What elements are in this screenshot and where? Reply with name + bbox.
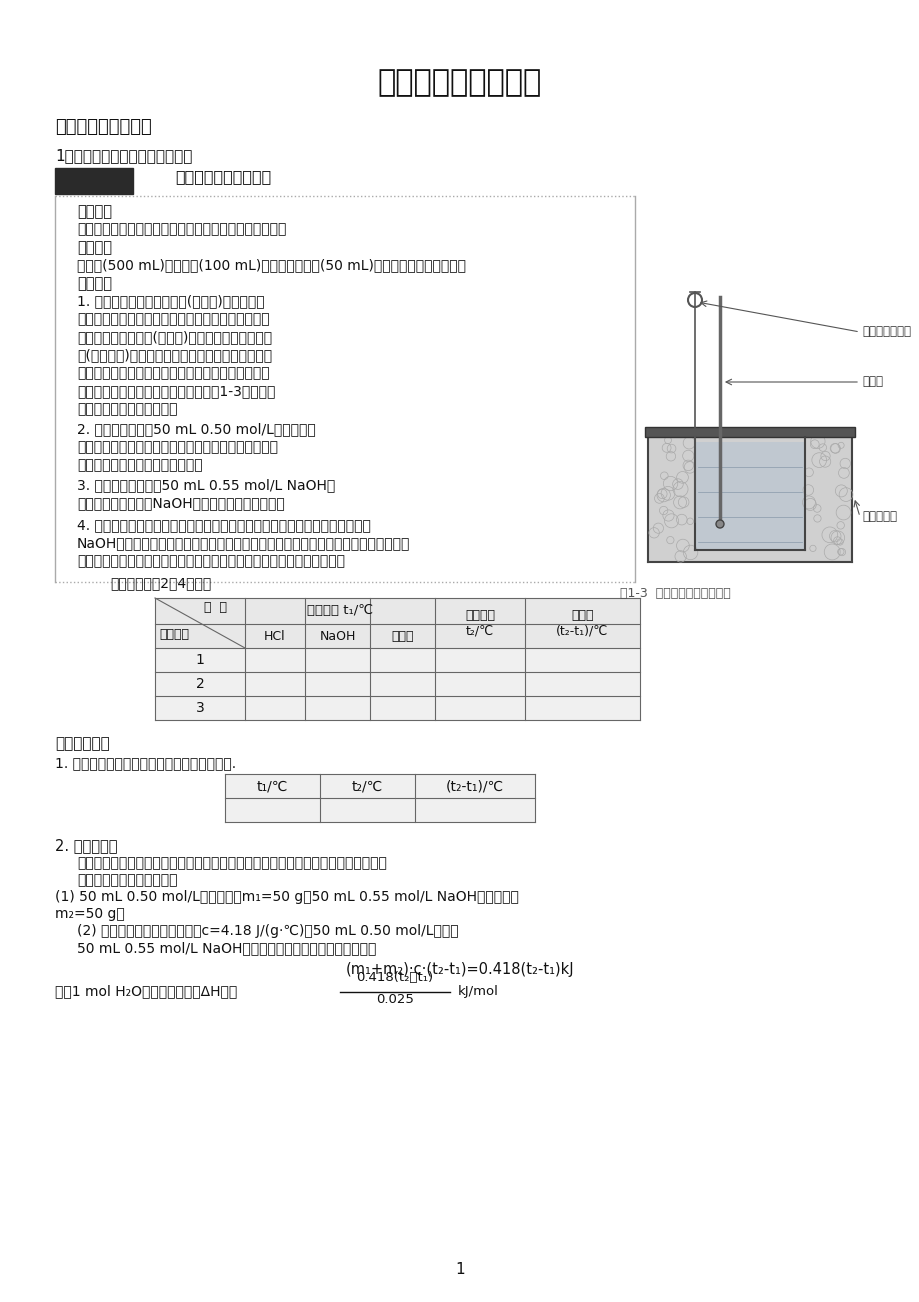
Text: 4. 把套有盖板的温度计和环形玻璃搅拌棒放入小烧杯的盐酸中，并把量筒中的: 4. 把套有盖板的温度计和环形玻璃搅拌棒放入小烧杯的盐酸中，并把量筒中的 [77,518,370,533]
Text: 起始温度 t₁/℃: 起始温度 t₁/℃ [307,604,373,617]
Bar [644,427,854,437]
Circle shape [715,519,723,529]
Text: 1: 1 [455,1262,464,1277]
Text: 温  度: 温 度 [204,602,227,615]
Text: 高中化学选修４实验: 高中化学选修４实验 [378,68,541,98]
Text: (t₂-t₁)/℃: (t₂-t₁)/℃ [446,779,504,793]
Text: 1、【第４页实践活动】定量测量: 1、【第４页实践活动】定量测量 [55,148,192,163]
Bar [154,697,640,720]
Bar [694,441,804,549]
Text: NaOH: NaOH [319,629,356,642]
Text: 2: 2 [196,677,204,691]
Text: 50 mL 0.55 mol/L NaOH溶液发生中和反应时放出的热量为：: 50 mL 0.55 mol/L NaOH溶液发生中和反应时放出的热量为： [77,941,376,954]
Bar [154,672,640,697]
Text: 略实验装置的比热容，则：: 略实验装置的比热容，则： [77,874,177,887]
Text: 实验数据处理: 实验数据处理 [55,736,109,751]
Text: 液，并用温度计测量NaOH溶液的温度，记入下表。: 液，并用温度计测量NaOH溶液的温度，记入下表。 [77,496,285,510]
Text: 2. 计算反应热: 2. 计算反应热 [55,838,118,853]
Text: 后把温度计上的酸用水冲洗干净。: 后把温度计上的酸用水冲洗干净。 [77,458,202,473]
Text: 小烧杯中，并用温度计测量盐酸的温度，记入下表。然: 小烧杯中，并用温度计测量盐酸的温度，记入下表。然 [77,440,278,454]
Text: 0.025: 0.025 [376,993,414,1006]
Bar [154,648,640,672]
Text: 碎泡沫塑料: 碎泡沫塑料 [861,510,896,523]
Text: 温度计: 温度计 [861,375,882,388]
Text: 0.418(t₂－t₁): 0.418(t₂－t₁) [356,971,433,984]
Text: 之间填满碎泡沫塑料(或纸条)，大烧杯上用泡沫塑料: 之间填满碎泡沫塑料(或纸条)，大烧杯上用泡沫塑料 [77,329,272,344]
Text: 实践活动: 实践活动 [75,169,112,184]
Text: 3. 用另一个量筒量取50 mL 0.55 mol/L NaOH溶: 3. 用另一个量筒量取50 mL 0.55 mol/L NaOH溶 [77,478,335,492]
Text: 小烧杯杯口与大烧杯杯口相平。然后再在大、小烧杯: 小烧杯杯口与大烧杯杯口相平。然后再在大、小烧杯 [77,312,269,326]
Text: 为了计算简便，我们近似地认为实验所用酸、碱溶液的密度和比热容与水相同，并忽: 为了计算简便，我们近似地认为实验所用酸、碱溶液的密度和比热容与水相同，并忽 [77,855,387,870]
Text: 终止温度
t₂/℃: 终止温度 t₂/℃ [464,609,494,637]
Text: NaOH溶液一次倒入小烧杯（注意不要洒到外面），盖好盖板。用环形玻璃搅拌棒轻轻: NaOH溶液一次倒入小烧杯（注意不要洒到外面），盖好盖板。用环形玻璃搅拌棒轻轻 [77,536,410,549]
Text: 测定强酸与强碱反应的反应热，体验化学反应的热效应。: 测定强酸与强碱反应的反应热，体验化学反应的热效应。 [77,223,286,236]
Text: 实验次数: 实验次数 [159,628,188,641]
Text: (2) 中和后生成的溶液的比热容c=4.18 J/(g·℃)，50 mL 0.50 mol/L盐酸与: (2) 中和后生成的溶液的比热容c=4.18 J/(g·℃)，50 mL 0.5… [77,924,459,937]
Text: kJ/mol: kJ/mol [458,986,498,999]
Text: 图1-3  中和反应反应热的测定: 图1-3 中和反应反应热的测定 [619,587,730,600]
Text: m₂=50 g。: m₂=50 g。 [55,907,125,921]
Text: 温度计和环形玻璃搅拌棒通过，以达到保温、隔热、: 温度计和环形玻璃搅拌棒通过，以达到保温、隔热、 [77,366,269,380]
Text: HCl: HCl [264,629,286,642]
Bar [154,598,640,648]
Text: 3: 3 [196,700,204,715]
Bar [55,168,133,194]
Text: 搅动溶液，并准确读取混合溶液的最高温度，记为终止温度，记入下表。: 搅动溶液，并准确读取混合溶液的最高温度，记为终止温度，记入下表。 [77,553,345,568]
Text: 实验也可在保温杯中进行。: 实验也可在保温杯中进行。 [77,402,177,417]
Text: 生成1 mol H₂O时的反应热为：ΔH＝－: 生成1 mol H₂O时的反应热为：ΔH＝－ [55,984,237,999]
Text: 减少实验过程中热量损失的目的，如图1-3所示。该: 减少实验过程中热量损失的目的，如图1-3所示。该 [77,384,275,398]
Text: 中和反应反应热的测定: 中和反应反应热的测定 [175,169,271,184]
Bar [225,773,535,822]
Text: 实验步骤: 实验步骤 [77,276,112,292]
Text: t₁/℃: t₁/℃ [256,779,288,793]
Text: t₂/℃: t₂/℃ [351,779,382,793]
Text: (m₁+m₂)·c·(t₂-t₁)=0.418(t₂-t₁)kJ: (m₁+m₂)·c·(t₂-t₁)=0.418(t₂-t₁)kJ [346,962,573,976]
Text: 温度差
(t₂-t₁)/℃: 温度差 (t₂-t₁)/℃ [556,609,608,637]
Text: 一、化学反应与能量: 一、化学反应与能量 [55,118,152,135]
Text: 2. 用一个量筒量取50 mL 0.50 mol/L盐酸，倒入: 2. 用一个量筒量取50 mL 0.50 mol/L盐酸，倒入 [77,422,315,436]
Text: 环形玻璃搅拌棒: 环形玻璃搅拌棒 [861,326,910,339]
Text: (1) 50 mL 0.50 mol/L盐酸的质量m₁=50 g，50 mL 0.55 mol/L NaOH溶液的质量: (1) 50 mL 0.50 mol/L盐酸的质量m₁=50 g，50 mL 0… [55,891,518,904]
Text: 1. 取三次测量所得数据的平均值作为计算依据.: 1. 取三次测量所得数据的平均值作为计算依据. [55,756,236,769]
Text: 大烧杯(500 mL)、小烧杯(100 mL)、温度计、量筒(50 mL)两个、泡沫塑料或纸条、: 大烧杯(500 mL)、小烧杯(100 mL)、温度计、量筒(50 mL)两个、… [77,258,466,272]
Text: 平均值: 平均值 [391,629,414,642]
Text: 实验目的: 实验目的 [77,204,112,219]
Text: 1. 在大烧杯底部垫泡沫塑料(或纸条)，使放入的: 1. 在大烧杯底部垫泡沫塑料(或纸条)，使放入的 [77,294,265,309]
Text: 板(或硬纸板)作盖板，在板中间开两个小孔，正好使: 板(或硬纸板)作盖板，在板中间开两个小孔，正好使 [77,348,272,362]
Text: 实验用品: 实验用品 [77,240,112,255]
Text: 1: 1 [196,654,204,667]
Bar [647,437,851,562]
Text: 重复实验步骤2～4三次。: 重复实验步骤2～4三次。 [110,575,211,590]
